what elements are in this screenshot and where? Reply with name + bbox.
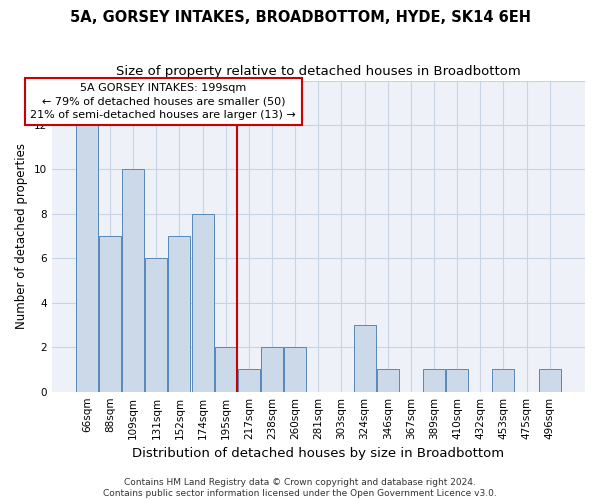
Text: 5A GORSEY INTAKES: 199sqm
← 79% of detached houses are smaller (50)
21% of semi-: 5A GORSEY INTAKES: 199sqm ← 79% of detac…: [31, 84, 296, 120]
Bar: [446, 370, 468, 392]
Bar: [99, 236, 121, 392]
Bar: [377, 370, 399, 392]
Bar: [423, 370, 445, 392]
Bar: [539, 370, 561, 392]
Bar: [238, 370, 260, 392]
Bar: [284, 347, 306, 392]
Bar: [493, 370, 514, 392]
Text: Contains HM Land Registry data © Crown copyright and database right 2024.
Contai: Contains HM Land Registry data © Crown c…: [103, 478, 497, 498]
Bar: [76, 125, 98, 392]
Title: Size of property relative to detached houses in Broadbottom: Size of property relative to detached ho…: [116, 65, 521, 78]
Bar: [261, 347, 283, 392]
Bar: [215, 347, 237, 392]
Bar: [122, 170, 144, 392]
Y-axis label: Number of detached properties: Number of detached properties: [15, 143, 28, 329]
X-axis label: Distribution of detached houses by size in Broadbottom: Distribution of detached houses by size …: [132, 447, 505, 460]
Bar: [191, 214, 214, 392]
Text: 5A, GORSEY INTAKES, BROADBOTTOM, HYDE, SK14 6EH: 5A, GORSEY INTAKES, BROADBOTTOM, HYDE, S…: [70, 10, 530, 25]
Bar: [145, 258, 167, 392]
Bar: [169, 236, 190, 392]
Bar: [353, 325, 376, 392]
